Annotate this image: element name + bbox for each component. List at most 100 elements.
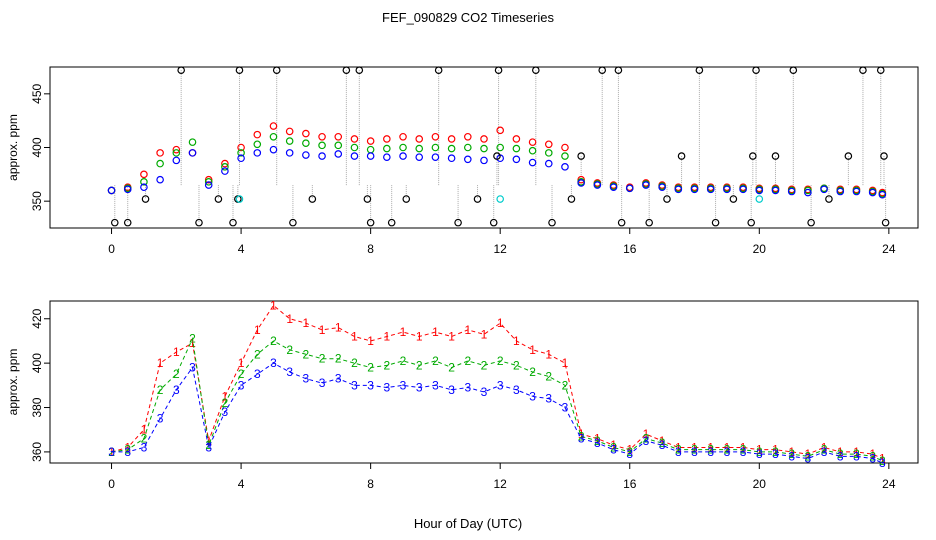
series-1-marker: 1 [707,440,714,454]
x-tick-label: 0 [108,477,115,491]
excursion-point [195,218,203,227]
series-2-point [350,143,359,152]
series-3-marker: 3 [205,440,212,454]
series-2-marker: 2 [497,354,504,368]
x-tick-label: 20 [753,477,767,491]
series-3-marker: 3 [659,438,666,452]
x-tick-label: 24 [882,242,896,256]
series-2-marker: 2 [821,443,828,457]
series-3-point [269,145,278,154]
series-2-marker: 2 [367,361,374,375]
x-tick-label: 24 [882,477,896,491]
series-3-marker: 3 [724,445,731,459]
series-1-point [528,138,537,146]
excursion-point [177,66,185,75]
x-tick-label: 12 [494,477,508,491]
series-2-point [269,132,278,141]
series-2-marker: 2 [869,449,876,463]
series-1-marker: 1 [335,321,342,335]
x-axis-label: Hour of Day (UTC) [414,516,522,531]
series-1-point [172,145,181,154]
series-3-point [609,183,618,192]
series-2-marker: 2 [562,378,569,392]
excursion-point [289,218,297,227]
series-2-marker: 2 [626,445,633,459]
series-2-point [285,137,294,145]
series-2-point [415,144,424,153]
series-3-point [188,149,197,157]
series-3-point [868,188,877,197]
series-2-point [496,143,504,152]
series-2-marker: 2 [740,443,747,457]
series-2-point [366,145,375,154]
series-1-point [285,127,294,136]
series-1-point [350,135,359,143]
series-2-marker: 2 [205,438,212,452]
series-1-marker: 1 [464,323,471,337]
series-2-marker: 2 [335,352,342,366]
series-3-marker: 3 [497,378,504,392]
series-2-marker: 2 [173,367,180,381]
series-2-marker: 2 [157,383,164,397]
y-tick-label: 400 [30,137,44,157]
series-3-marker: 3 [594,436,601,450]
series-1-marker: 1 [254,323,261,337]
series-3-marker: 3 [351,378,358,392]
excursion-point [567,195,576,203]
series-1-point [577,175,585,184]
excursion-point [614,66,623,75]
series-3-marker: 3 [821,445,828,459]
series-2-point [561,152,569,160]
series-1-point [480,135,488,143]
y-tick-label: 360 [30,442,44,462]
x-tick-label: 8 [367,477,374,491]
series-3-point [334,150,343,158]
series-1-point [318,132,326,141]
series-2-marker: 2 [879,454,886,468]
series-3-marker: 3 [464,381,471,395]
excursion-point [355,66,364,75]
series-2-point [544,149,553,157]
series-3-point [577,179,585,187]
series-3-point [350,152,359,160]
excursion-point [752,66,760,75]
series-2-marker: 2 [416,358,423,372]
series-3-marker: 3 [157,412,164,426]
series-2-marker: 2 [319,352,326,366]
excursion-point [881,218,890,227]
series-3-point [140,183,148,192]
excursion-point [663,195,671,203]
excursion-point [473,195,482,203]
series-1-point [140,170,148,179]
series-1-marker: 1 [448,330,455,344]
series-2-marker: 2 [141,432,148,446]
series-1-marker: 1 [805,447,812,461]
series-3-marker: 3 [367,378,374,392]
series-2-marker: 2 [610,440,617,454]
series-1-marker: 1 [124,440,131,454]
series-3-point [156,175,164,184]
series-1-marker: 1 [594,432,601,446]
series-3-point [447,154,456,163]
series-1-marker: 1 [578,427,585,441]
excursion-point [363,195,372,203]
series-2-point [399,143,407,152]
excursion-point [771,152,780,160]
series-3-point [878,190,887,199]
series-3-marker: 3 [740,445,747,459]
series-1-marker: 1 [319,323,326,337]
series-3-point [658,183,666,192]
series-3-marker: 3 [254,367,261,381]
excursion-point [859,66,867,75]
series-3-point [771,186,780,195]
series-2-marker: 2 [432,354,439,368]
series-2-marker: 2 [303,347,310,361]
series-1-marker: 1 [562,356,569,370]
series-1-marker: 1 [724,440,731,454]
series-3-marker: 3 [707,445,714,459]
excursion-point [677,152,686,160]
series-2-marker: 2 [270,334,277,348]
series-1-marker: 1 [659,434,666,448]
